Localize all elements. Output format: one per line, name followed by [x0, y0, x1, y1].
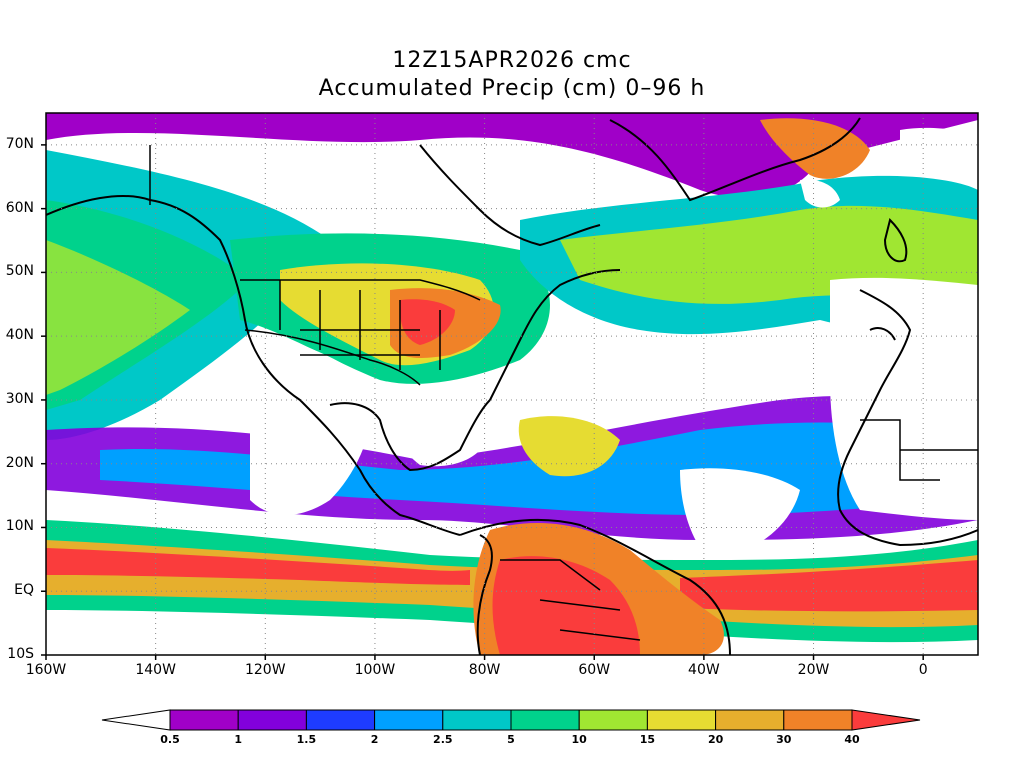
colorbar-level-label: 30	[776, 733, 792, 746]
colorbar-level-label: 2.5	[433, 733, 453, 746]
x-tick-label: 20W	[797, 662, 830, 678]
colorbar-box	[305, 709, 376, 731]
y-tick-label: 60N	[5, 199, 34, 216]
map-title: 12Z15APR2026 cmc	[392, 48, 632, 73]
colorbar-box	[237, 709, 307, 731]
colorbar-box	[783, 709, 853, 731]
colorbar-over-triangle	[851, 709, 921, 731]
x-tick-label: 120W	[244, 662, 286, 678]
y-tick-label: 70N	[5, 135, 34, 152]
dry-regions	[250, 127, 978, 560]
colorbar-box	[578, 709, 648, 731]
x-tick-label: 80W	[468, 662, 501, 678]
y-tick-label: 10S	[7, 646, 34, 662]
x-tick-label: 100W	[354, 662, 396, 678]
plot-frame	[45, 112, 979, 656]
precip-fields	[46, 113, 978, 655]
colorbar	[101, 709, 921, 731]
colorbar-box	[442, 709, 512, 731]
colorbar-level-label: 20	[707, 733, 724, 746]
x-tick-label: 60W	[578, 662, 611, 678]
colorbar-box	[646, 709, 717, 731]
colorbar-level-label: 2	[370, 733, 379, 746]
colorbar-level-label: 0.5	[160, 733, 180, 746]
political-borders	[149, 145, 978, 641]
y-tick-label: 40N	[5, 327, 34, 344]
plot-area	[46, 113, 978, 655]
colorbar-box	[715, 709, 785, 731]
x-tick-label: 40W	[688, 662, 720, 678]
map-subtitle: Accumulated Precip (cm) 0–96 h	[318, 76, 706, 101]
graticule	[45, 113, 978, 656]
y-tick-label: 20N	[5, 454, 34, 471]
colorbar-under-triangle	[101, 709, 171, 731]
colorbar-box	[374, 709, 444, 731]
tick-marks	[41, 144, 924, 660]
colorbar-level-label: 15	[639, 733, 656, 746]
colorbar-level-label: 10	[571, 733, 587, 746]
colorbar-level-label: 1.5	[296, 733, 317, 746]
x-tick-label: 140W	[135, 662, 176, 678]
y-tick-label: 30N	[5, 390, 34, 407]
colorbar-box	[169, 709, 239, 731]
colorbar-level-label: 5	[507, 733, 515, 746]
x-tick-label: 0	[918, 662, 928, 678]
colorbar-level-label: 1	[234, 733, 243, 746]
y-tick-label: 50N	[5, 263, 34, 280]
colorbar-box	[510, 709, 580, 731]
x-tick-label: 160W	[25, 662, 67, 678]
coastlines	[46, 117, 978, 655]
y-tick-label: 10N	[5, 518, 34, 535]
y-tick-label: EQ	[14, 582, 34, 599]
colorbar-level-label: 40	[844, 733, 860, 746]
